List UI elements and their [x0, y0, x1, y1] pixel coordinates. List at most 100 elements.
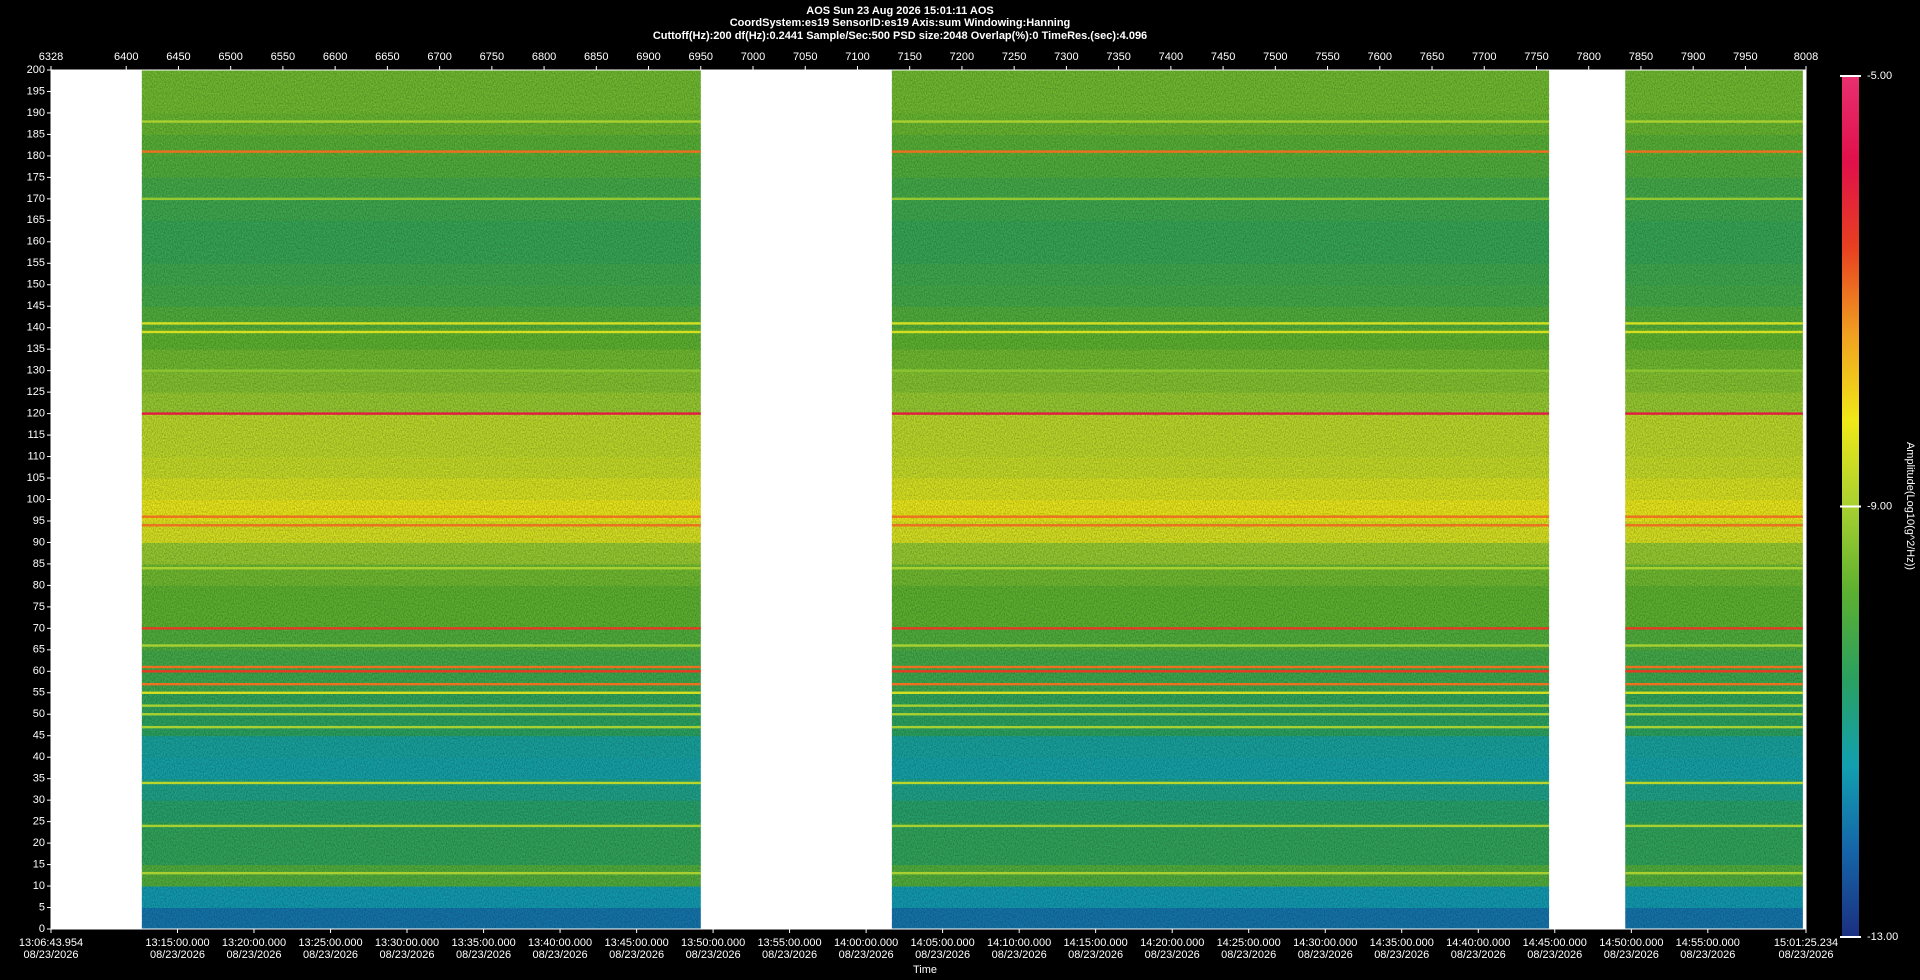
frequency-line — [1625, 670, 1803, 673]
y-tick-label: 55 — [33, 687, 45, 699]
time-tick-date: 08/23/2026 — [23, 949, 78, 961]
time-tick-label: 14:30:00.000 — [1293, 937, 1357, 949]
time-tick-label: 14:00:00.000 — [834, 937, 898, 949]
frequency-line — [891, 725, 1550, 729]
frequency-line — [141, 691, 701, 694]
frequency-line — [141, 824, 701, 828]
x-tick-label: 7900 — [1681, 51, 1705, 63]
x-tick-label: 7700 — [1472, 51, 1496, 63]
y-tick-label: 125 — [27, 386, 45, 398]
frequency-line — [1625, 691, 1803, 694]
time-tick-label: 13:06:43.954 — [19, 937, 83, 949]
time-tick-label: 14:20:00.000 — [1140, 937, 1204, 949]
y-tick-label: 180 — [27, 150, 45, 162]
time-tick-label: 14:15:00.000 — [1064, 937, 1128, 949]
frequency-line — [141, 871, 701, 875]
time-tick-label: 13:20:00.000 — [222, 937, 286, 949]
frequency-line — [141, 665, 701, 669]
x-tick-label: 7050 — [793, 51, 817, 63]
x-tick-label: 6650 — [375, 51, 399, 63]
y-tick-label: 75 — [33, 601, 45, 613]
time-tick-date: 08/23/2026 — [1527, 949, 1582, 961]
time-tick-date: 08/23/2026 — [303, 949, 358, 961]
time-tick-date: 08/23/2026 — [1374, 949, 1429, 961]
y-tick-label: 0 — [39, 923, 45, 935]
time-tick-date: 08/23/2026 — [762, 949, 817, 961]
x-tick-label: 7200 — [950, 51, 974, 63]
frequency-line — [1625, 644, 1803, 647]
frequency-line — [141, 704, 701, 707]
frequency-line — [1625, 824, 1803, 828]
time-tick-date: 08/23/2026 — [609, 949, 664, 961]
frequency-line — [1625, 682, 1803, 686]
time-tick-date: 08/23/2026 — [839, 949, 894, 961]
frequency-line — [141, 781, 701, 785]
x-tick-label: 6500 — [218, 51, 242, 63]
frequency-line — [891, 781, 1550, 785]
time-tick-label: 13:35:00.000 — [451, 937, 515, 949]
frequency-line — [1625, 781, 1803, 785]
colorbar-tick-label: -9.00 — [1867, 500, 1892, 512]
x-tick-label: 6550 — [271, 51, 295, 63]
frequency-line — [1625, 120, 1803, 123]
frequency-line — [141, 725, 701, 729]
y-tick-label: 80 — [33, 579, 45, 591]
time-tick-date: 08/23/2026 — [1451, 949, 1506, 961]
y-tick-label: 185 — [27, 128, 45, 140]
time-tick-label: 13:15:00.000 — [145, 937, 209, 949]
frequency-line — [891, 322, 1550, 325]
colorbar-tick-label: -5.00 — [1867, 70, 1892, 82]
frequency-line — [891, 120, 1550, 123]
frequency-line — [891, 567, 1550, 570]
x-tick-label: 7550 — [1315, 51, 1339, 63]
time-tick-date: 08/23/2026 — [1298, 949, 1353, 961]
frequency-line — [1625, 150, 1803, 153]
x-tick-label: 7350 — [1106, 51, 1130, 63]
y-tick-label: 155 — [27, 257, 45, 269]
frequency-line — [891, 627, 1550, 630]
frequency-line — [1625, 524, 1803, 527]
x-tick-label: 6900 — [636, 51, 660, 63]
time-tick-label: 14:45:00.000 — [1523, 937, 1587, 949]
frequency-line — [141, 627, 701, 630]
time-tick-date: 08/23/2026 — [1778, 949, 1833, 961]
y-tick-label: 175 — [27, 171, 45, 183]
y-tick-label: 170 — [27, 193, 45, 205]
time-tick-date: 08/23/2026 — [1221, 949, 1276, 961]
chart-subtitle: CoordSystem:es19 SensorID:es19 Axis:sum … — [730, 17, 1071, 29]
x-tick-label: 6328 — [39, 51, 63, 63]
noise-texture — [1625, 70, 1803, 929]
y-tick-label: 195 — [27, 85, 45, 97]
y-tick-label: 115 — [27, 429, 45, 441]
y-tick-label: 140 — [27, 322, 45, 334]
x-tick-label: 7150 — [897, 51, 921, 63]
frequency-line — [141, 412, 701, 415]
x-tick-label: 6850 — [584, 51, 608, 63]
y-tick-label: 45 — [33, 730, 45, 742]
frequency-line — [891, 682, 1550, 686]
time-tick-date: 08/23/2026 — [1604, 949, 1659, 961]
frequency-line — [891, 704, 1550, 707]
frequency-line — [141, 682, 701, 686]
y-tick-label: 165 — [27, 214, 45, 226]
frequency-line — [891, 713, 1550, 716]
y-tick-label: 35 — [33, 773, 45, 785]
time-tick-label: 13:50:00.000 — [681, 937, 745, 949]
x-tick-label: 6400 — [114, 51, 138, 63]
y-tick-label: 30 — [33, 794, 45, 806]
time-tick-label: 15:01:25.234 — [1774, 937, 1838, 949]
frequency-line — [141, 644, 701, 647]
time-tick-date: 08/23/2026 — [1145, 949, 1200, 961]
x-tick-label: 6600 — [323, 51, 347, 63]
frequency-line — [891, 515, 1550, 518]
time-tick-date: 08/23/2026 — [1068, 949, 1123, 961]
frequency-line — [141, 567, 701, 570]
time-tick-date: 08/23/2026 — [686, 949, 741, 961]
noise-texture — [141, 70, 701, 929]
frequency-line — [1625, 322, 1803, 325]
time-tick-label: 14:25:00.000 — [1217, 937, 1281, 949]
y-tick-label: 25 — [33, 816, 45, 828]
y-tick-label: 150 — [27, 279, 45, 291]
time-tick-label: 14:55:00.000 — [1676, 937, 1740, 949]
time-tick-date: 08/23/2026 — [992, 949, 1047, 961]
